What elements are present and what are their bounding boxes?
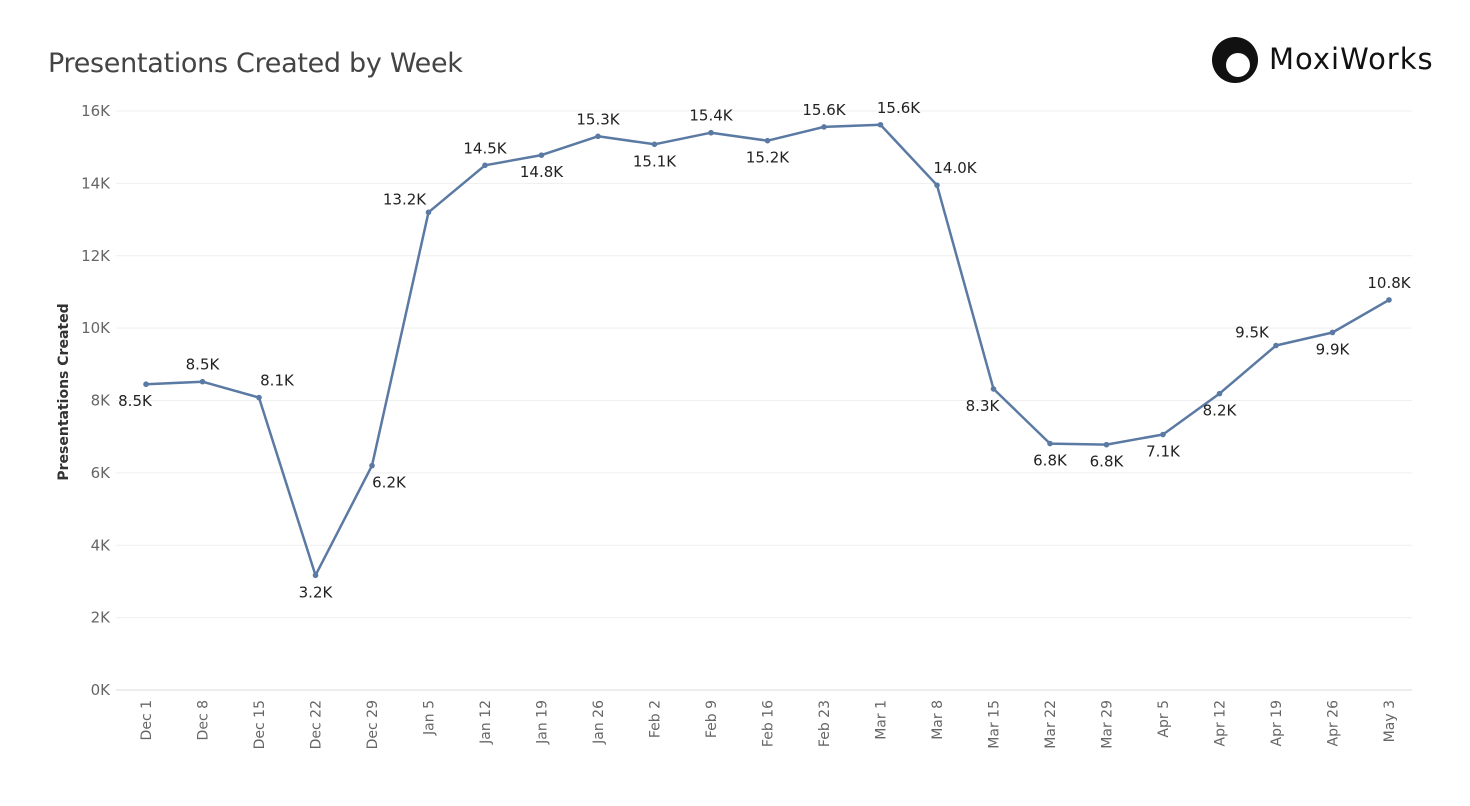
y-tick-label: 0K xyxy=(91,681,112,699)
data-point xyxy=(1160,431,1166,438)
data-label: 15.4K xyxy=(689,107,733,125)
data-label: 15.1K xyxy=(633,152,677,170)
data-point xyxy=(482,162,488,169)
moxiworks-logo-icon xyxy=(1212,37,1258,83)
y-tick-label: 8K xyxy=(91,392,112,410)
data-label: 9.5K xyxy=(1235,323,1270,341)
data-label: 14.8K xyxy=(520,163,564,181)
data-label: 15.6K xyxy=(877,99,921,117)
data-label: 14.0K xyxy=(933,159,977,177)
gridlines xyxy=(116,110,1412,619)
data-point xyxy=(1103,441,1110,448)
data-label: 14.5K xyxy=(463,139,507,157)
data-label: 7.1K xyxy=(1146,443,1181,461)
x-tick-label: Dec 8 xyxy=(196,700,212,740)
x-tick-label: Dec 29 xyxy=(365,700,381,749)
x-tick-label: Feb 16 xyxy=(761,700,777,747)
x-tick-label: Jan 26 xyxy=(591,700,607,745)
data-point xyxy=(256,394,262,401)
y-tick-label: 6K xyxy=(91,464,112,482)
y-tick-label: 16K xyxy=(81,102,111,120)
x-tick-label: Mar 1 xyxy=(874,700,890,740)
data-point xyxy=(538,152,545,158)
data-label: 15.2K xyxy=(746,149,790,167)
data-point xyxy=(595,133,601,140)
x-tick-label: Dec 22 xyxy=(309,700,325,749)
x-tick-label: Mar 22 xyxy=(1043,700,1059,749)
data-label: 8.3K xyxy=(966,397,1001,415)
x-tick-label: Dec 15 xyxy=(252,700,268,749)
data-label: 15.6K xyxy=(802,101,846,119)
data-label: 10.8K xyxy=(1367,274,1411,292)
data-point xyxy=(1047,440,1053,447)
data-labels: 8.5K 8.5K 8.1K 3.2K 6.2K 13.2K 14.5K 14.8K 15.3K… xyxy=(118,99,1412,602)
data-point xyxy=(312,572,319,579)
data-points xyxy=(143,121,1392,579)
data-label: 3.2K xyxy=(299,583,334,601)
y-axis-ticks: 0K 2K 4K 6K 8K 10K 12K 14K 16K xyxy=(81,102,111,699)
x-tick-label: Feb 23 xyxy=(817,700,833,747)
data-point xyxy=(1273,342,1279,349)
x-tick-label: Jan 19 xyxy=(535,700,551,745)
data-label: 8.2K xyxy=(1203,402,1238,420)
data-point xyxy=(708,129,714,136)
data-point xyxy=(990,386,997,392)
data-label: 6.2K xyxy=(372,474,407,492)
data-point xyxy=(877,121,884,128)
x-tick-label: Apr 5 xyxy=(1156,700,1172,738)
data-point xyxy=(1216,390,1223,397)
x-tick-label: Mar 15 xyxy=(987,700,1003,749)
data-point xyxy=(143,381,149,388)
x-tick-label: Jan 12 xyxy=(478,700,494,745)
x-tick-label: Feb 9 xyxy=(704,700,720,738)
data-point xyxy=(199,378,206,385)
data-label: 6.8K xyxy=(1090,453,1125,471)
x-tick-label: Apr 19 xyxy=(1269,700,1285,746)
x-tick-label: Feb 2 xyxy=(648,700,664,738)
x-tick-label: Apr 26 xyxy=(1326,700,1342,747)
series-line xyxy=(145,123,1390,577)
x-tick-label: May 3 xyxy=(1382,700,1398,742)
x-axis-ticks: Dec 1 Dec 8 Dec 15 Dec 22 Dec 29 Jan 5 Jan 12 J… xyxy=(139,700,1398,749)
data-label: 8.5K xyxy=(186,356,221,374)
chart-title: Presentations Created by Week xyxy=(48,48,463,79)
data-point xyxy=(425,209,432,216)
moxiworks-logo: MoxiWorks xyxy=(1211,36,1441,86)
data-label: 9.9K xyxy=(1316,340,1351,358)
data-point xyxy=(934,182,940,188)
y-axis-label: Presentations Created xyxy=(56,303,72,480)
x-tick-label: Jan 5 xyxy=(422,700,438,736)
data-point xyxy=(1329,329,1336,336)
x-tick-label: Mar 29 xyxy=(1100,700,1116,749)
data-label: 13.2K xyxy=(383,190,427,208)
data-point xyxy=(821,124,827,130)
data-point xyxy=(651,141,658,148)
x-tick-label: Dec 1 xyxy=(139,700,155,740)
data-label: 15.3K xyxy=(576,110,620,128)
x-tick-label: Mar 8 xyxy=(930,700,946,740)
data-label: 8.1K xyxy=(260,372,295,390)
y-tick-label: 14K xyxy=(81,174,111,192)
y-tick-label: 12K xyxy=(81,247,111,265)
data-point xyxy=(369,462,375,469)
data-point xyxy=(1386,297,1392,303)
data-label: 6.8K xyxy=(1033,452,1068,470)
x-tick-label: Apr 12 xyxy=(1213,700,1229,746)
y-tick-label: 2K xyxy=(91,609,112,627)
y-tick-label: 4K xyxy=(91,536,112,554)
data-point xyxy=(764,137,771,144)
y-tick-label: 10K xyxy=(81,319,111,337)
data-label: 8.5K xyxy=(118,392,153,410)
brand-name: MoxiWorks xyxy=(1269,42,1434,76)
